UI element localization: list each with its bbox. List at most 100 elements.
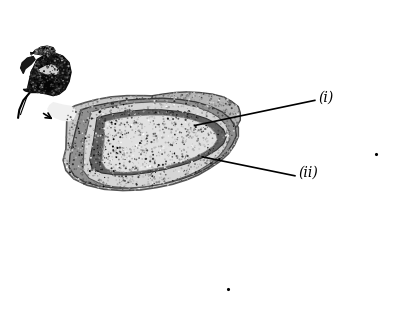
Point (43, 54, 50, 59)
Point (206, 92, 213, 97)
Polygon shape (69, 98, 236, 188)
Point (52, 75, 59, 80)
Point (108, 142, 114, 147)
Point (221, 138, 227, 143)
Point (178, 139, 185, 144)
Point (118, 130, 125, 135)
Point (147, 139, 153, 145)
Point (60, 79, 67, 84)
Point (189, 95, 196, 100)
Point (131, 118, 137, 123)
Point (183, 122, 189, 127)
Point (180, 169, 187, 174)
Point (138, 171, 144, 177)
Point (79, 111, 85, 116)
Point (220, 127, 226, 132)
Point (134, 157, 141, 162)
Point (174, 141, 180, 146)
Point (33, 83, 39, 88)
Point (184, 129, 190, 134)
Point (141, 119, 147, 124)
Point (162, 114, 169, 119)
Point (138, 115, 145, 120)
Point (93, 157, 99, 162)
Point (177, 163, 183, 168)
Point (179, 152, 185, 157)
Point (166, 136, 172, 141)
Point (221, 103, 227, 108)
Point (209, 127, 215, 133)
Point (100, 150, 106, 155)
Point (172, 96, 179, 101)
Point (52, 65, 59, 70)
Point (193, 116, 199, 121)
Point (109, 104, 115, 109)
Point (83, 161, 90, 166)
Point (63, 77, 70, 82)
Point (185, 121, 191, 126)
Point (226, 115, 232, 120)
Point (169, 96, 176, 101)
Point (194, 140, 200, 145)
Point (188, 153, 194, 158)
Point (202, 160, 209, 165)
Point (96, 97, 102, 102)
Point (226, 100, 233, 105)
Point (162, 165, 168, 171)
Point (44, 52, 50, 57)
Point (214, 143, 221, 148)
Point (186, 109, 192, 114)
Point (153, 101, 160, 107)
Point (58, 84, 65, 89)
Point (186, 115, 192, 120)
Point (198, 92, 205, 97)
Point (215, 110, 221, 115)
Point (145, 152, 152, 158)
Point (33, 50, 39, 55)
Point (164, 98, 171, 103)
Point (187, 148, 193, 153)
Point (53, 76, 60, 81)
Point (193, 120, 200, 125)
Point (210, 154, 217, 159)
Point (125, 115, 132, 120)
Point (147, 145, 154, 150)
Point (47, 69, 53, 74)
Point (191, 119, 197, 124)
Point (221, 108, 227, 113)
Point (189, 173, 195, 178)
Point (91, 136, 97, 141)
Point (187, 143, 194, 148)
Point (178, 124, 184, 129)
Point (42, 49, 49, 54)
Point (50, 93, 57, 98)
Point (49, 59, 55, 64)
Point (103, 138, 109, 143)
Point (111, 155, 118, 160)
Point (192, 157, 198, 162)
Point (130, 147, 137, 152)
Point (109, 101, 115, 107)
Point (175, 142, 182, 147)
Point (141, 115, 147, 120)
Point (51, 83, 57, 88)
Point (168, 124, 175, 129)
Point (154, 180, 160, 185)
Point (53, 79, 60, 84)
Point (174, 137, 180, 142)
Point (110, 115, 116, 120)
Point (156, 136, 163, 141)
Point (149, 132, 155, 137)
Point (197, 156, 203, 161)
Point (122, 132, 128, 137)
Point (98, 106, 104, 111)
Point (186, 92, 193, 97)
Point (142, 125, 148, 130)
Point (174, 123, 181, 128)
Point (135, 128, 142, 133)
Point (148, 173, 154, 178)
Point (100, 155, 106, 160)
Point (202, 144, 208, 149)
Point (46, 71, 52, 76)
Point (185, 122, 192, 127)
